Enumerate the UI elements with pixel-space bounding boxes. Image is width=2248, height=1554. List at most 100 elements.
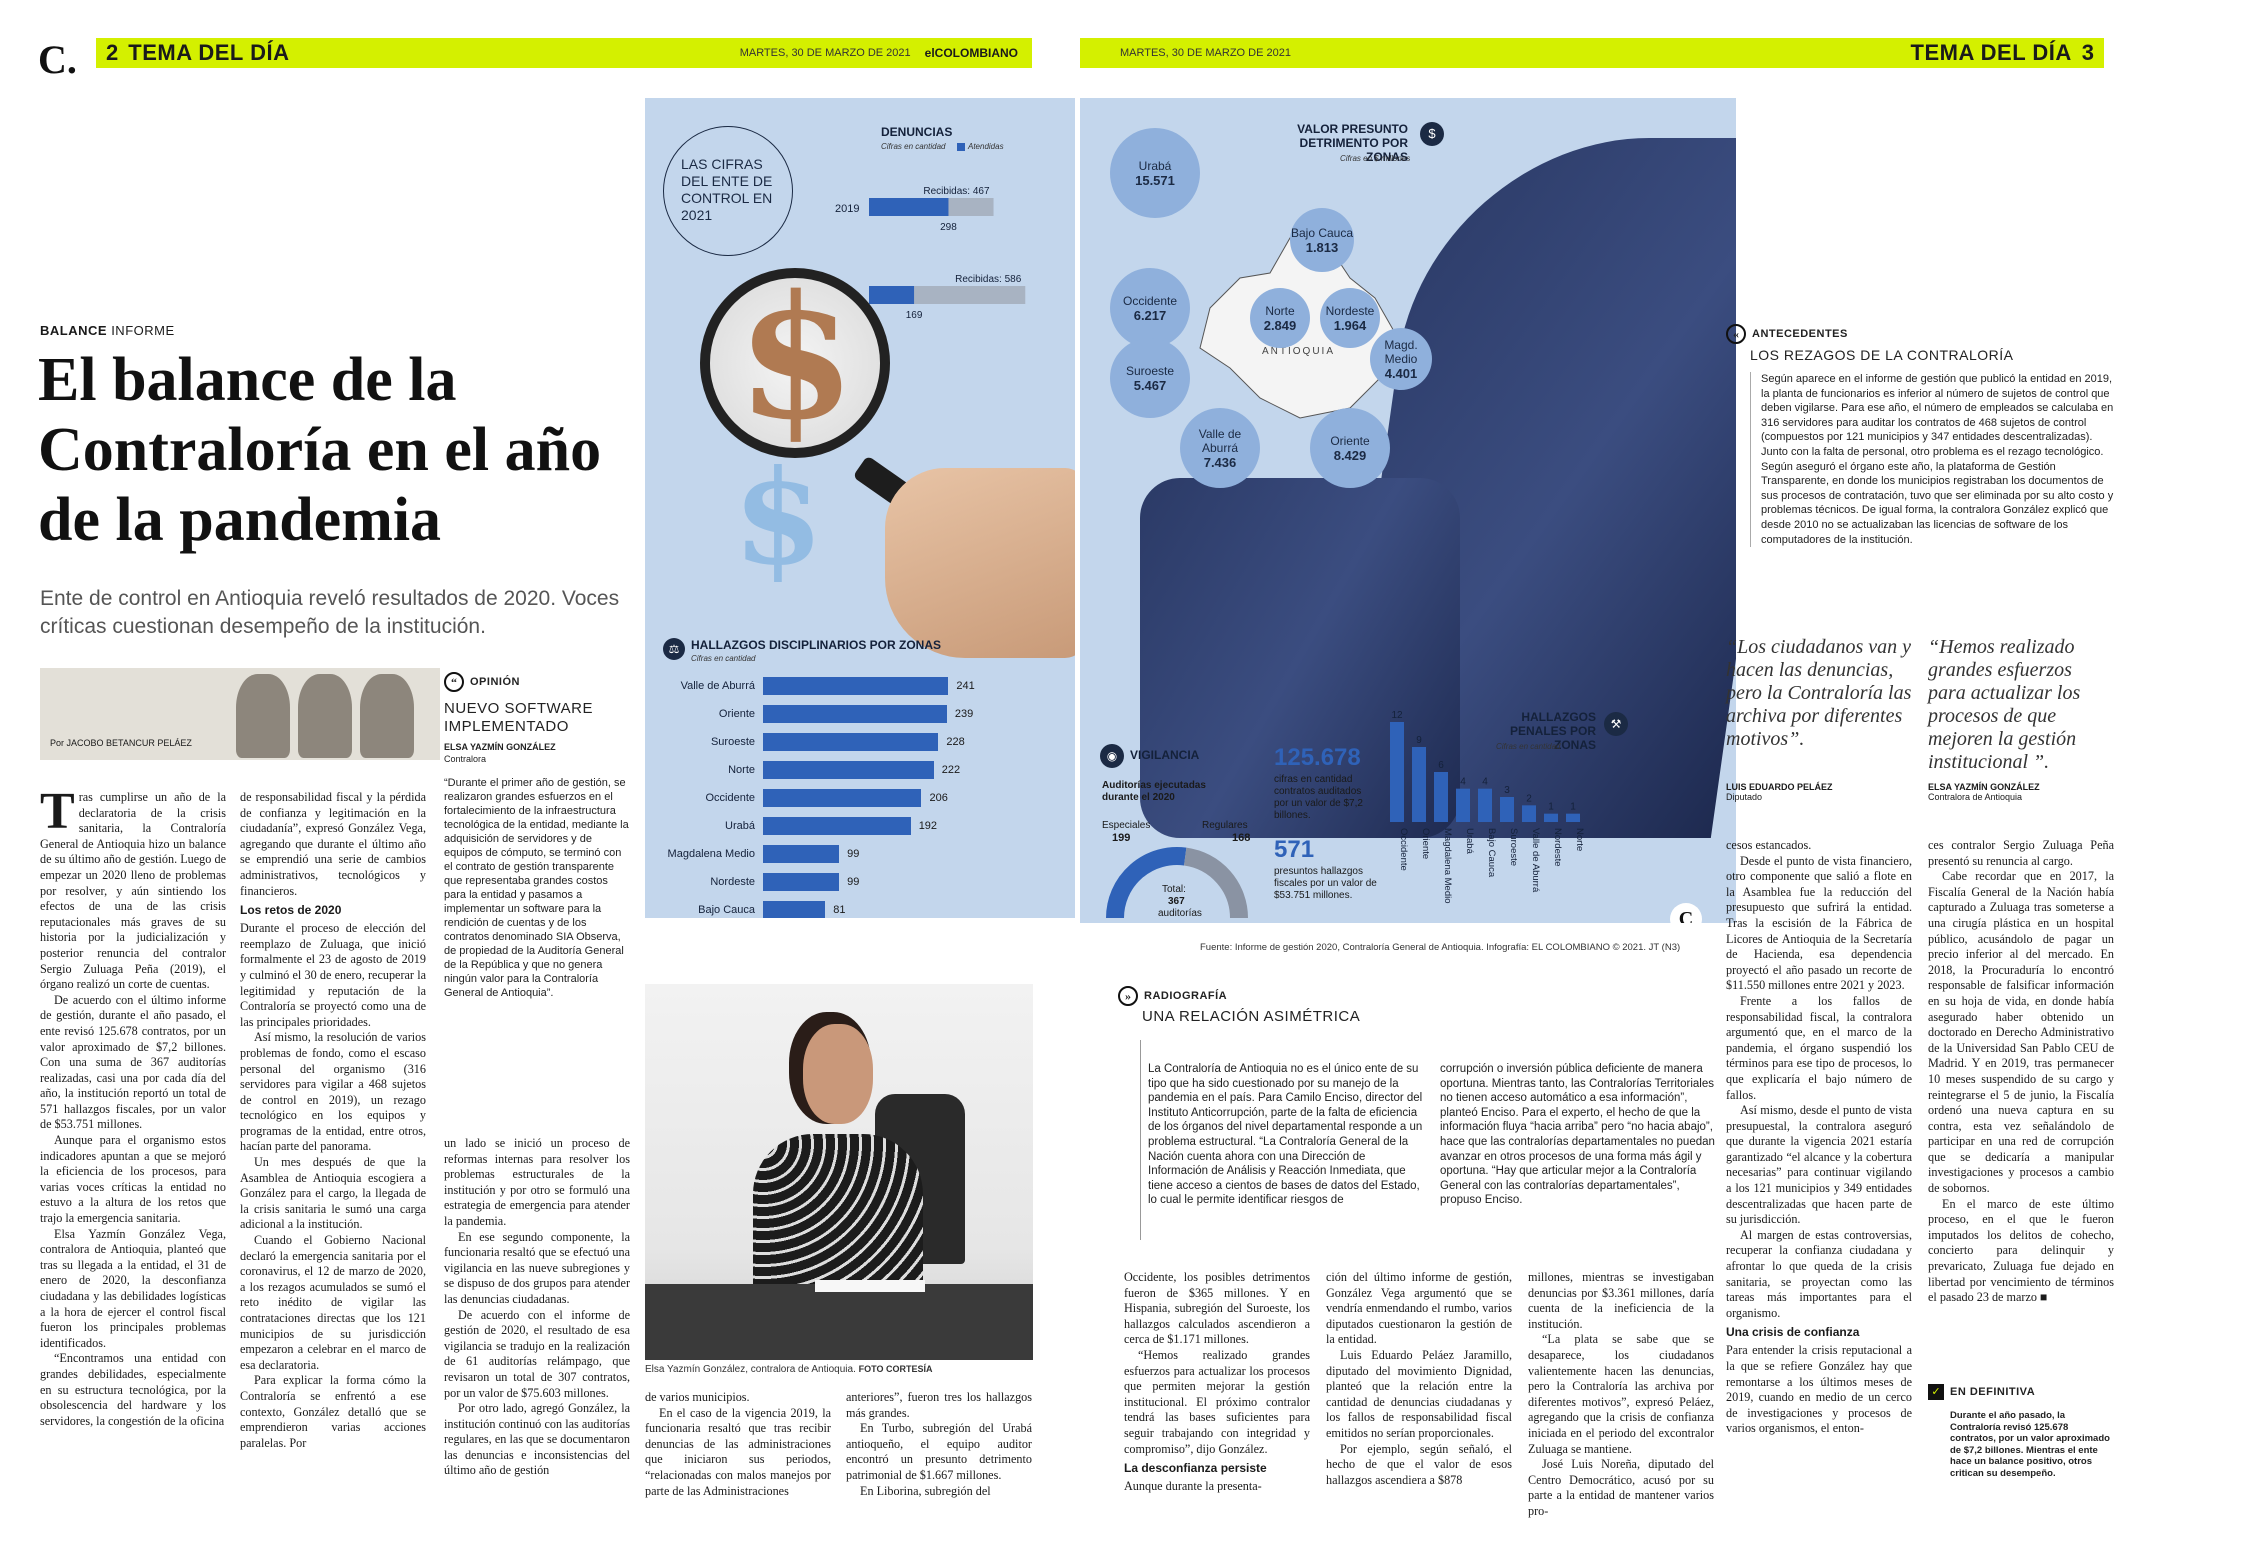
right-col-4: cesos estancados. Desde el punto de vist…: [1726, 838, 1912, 1437]
infographic-left: LAS CIFRAS DEL ENTE DE CONTROL EN 2021 D…: [645, 98, 1075, 918]
penal-bar: [1522, 805, 1536, 822]
regulares-value: 168: [1232, 832, 1251, 844]
penal-value: 2: [1526, 793, 1532, 804]
zone-name: Suroeste: [1125, 363, 1175, 378]
paragraph: de responsabilidad fiscal y la pérdida d…: [240, 790, 426, 898]
paragraph: Cuando el Gobierno Nacional declaró la e…: [240, 1233, 426, 1372]
radiografia-rule: [1140, 1040, 1141, 1240]
total-label: Total:: [1162, 884, 1186, 895]
zone-name: Bajo Cauca: [1290, 225, 1354, 240]
detrimento-subtitle: Cifras en $ millones: [1340, 154, 1411, 163]
zone-label: Oriente: [718, 708, 755, 720]
cifras-badge: [663, 126, 793, 256]
paragraph: Así mismo, la resolución de varios probl…: [240, 1030, 426, 1154]
paragraph: anteriores”, fueron tres los hallazgos m…: [846, 1390, 1032, 1420]
radiografia-title: UNA RELACIÓN ASIMÉTRICA: [1142, 1008, 1361, 1025]
penal-value: 4: [1482, 777, 1488, 788]
kicker-bold: BALANCE: [40, 323, 108, 338]
hallazgo-row: Nordeste 99: [663, 872, 1053, 892]
legend-atendidas: Atendidas: [968, 142, 1004, 151]
hallazgo-row: Magdalena Medio 99: [663, 844, 1053, 864]
author-photo: [236, 674, 290, 758]
received-label: Recibidas: 467: [923, 186, 990, 197]
zone-bar: [763, 677, 949, 695]
zone-value: 206: [929, 792, 948, 804]
dropcap: T: [40, 783, 75, 840]
penal-label: Urabá: [1464, 828, 1475, 855]
caption-text: Elsa Yazmín González, contralora de Anti…: [645, 1364, 854, 1375]
zone-value: 99: [847, 876, 860, 888]
zone-bar: [763, 873, 840, 891]
desk: [645, 1284, 1033, 1360]
paragraph: Para explicar la forma cómo la Contralor…: [240, 1373, 426, 1450]
paragraph: Al margen de estas controversias, recupe…: [1726, 1227, 1912, 1320]
penales-subtitle: Cifras en cantidad: [1496, 742, 1561, 751]
audits-title: Auditorías ejecutadas durante el 2020: [1102, 780, 1206, 803]
paragraph: Por ejemplo, según señaló, el hecho de q…: [1326, 1441, 1512, 1487]
zone-value: 2.849: [1263, 317, 1297, 333]
en-definitiva-tag: EN DEFINITIVA: [1950, 1386, 2036, 1398]
zone-value: 1.813: [1305, 239, 1339, 255]
denuncias-title: DENUNCIAS: [881, 125, 953, 139]
article-col-5: anteriores”, fueron tres los hallazgos m…: [846, 1390, 1032, 1499]
penal-bar: [1500, 797, 1514, 822]
subhead: Los retos de 2020: [240, 903, 342, 918]
hallazgos-disc-title: HALLAZGOS DISCIPLINARIOS POR ZONAS: [691, 638, 942, 652]
paragraph: Por otro lado, agregó González, la insti…: [444, 1401, 630, 1478]
zone-value: 8.429: [1333, 447, 1367, 463]
zone-value: 241: [956, 680, 975, 692]
zone-value: 1.964: [1333, 317, 1367, 333]
person-head: [803, 1024, 873, 1124]
hallazgo-row: Valle de Aburrá 241: [663, 676, 1053, 696]
subhead: Una crisis de confianza: [1726, 1325, 1860, 1340]
zone-label: Suroeste: [710, 736, 755, 748]
zone-label: Bajo Cauca: [698, 904, 755, 916]
page-number: 2: [106, 40, 119, 65]
person-body: [753, 1134, 923, 1294]
gavel-icon: ⚒: [1604, 712, 1628, 736]
header-left: 2 TEMA DEL DÍA MARTES, 30 DE MARZO DE 20…: [96, 38, 1032, 68]
penal-label: Bajo Cauca: [1486, 828, 1497, 878]
right-col-1: Occidente, los posibles detrimentos fuer…: [1124, 1270, 1310, 1495]
penal-value: 6: [1438, 760, 1444, 771]
right-col-5: ces contralor Sergio Zuluaga Peña presen…: [1928, 838, 2114, 1306]
penal-bar: [1434, 772, 1448, 822]
author-role: Diputado: [1726, 792, 1763, 802]
photo-caption: Elsa Yazmín González, contralora de Anti…: [645, 1364, 933, 1375]
zone-value: 239: [954, 708, 974, 720]
zone-bar: [763, 845, 840, 863]
checkbox-icon: ✓: [1928, 1384, 1944, 1400]
contracts-text: cifras en cantidad contratos auditados p…: [1274, 774, 1363, 821]
zone-name: Nordeste: [1325, 303, 1375, 318]
paragraph: Para entender la crisis reputacional a l…: [1726, 1343, 1912, 1436]
hallazgos-disc-subtitle: Cifras en cantidad: [691, 654, 756, 663]
zone-value: 99: [847, 848, 860, 860]
antecedentes-text: Según aparece en el informe de gestión q…: [1750, 372, 2118, 548]
paragraph: “Hemos realizado grandes esfuerzos para …: [1124, 1347, 1310, 1456]
attended-bar: [869, 286, 915, 304]
paragraph: “Encontramos una entidad con grandes deb…: [40, 1351, 226, 1428]
opinion-box: “ OPINIÓN NUEVO SOFTWARE IMPLEMENTADO ELS…: [444, 672, 630, 1000]
section-title: TEMA DEL DÍA: [1910, 40, 2072, 65]
paragraph: En ese segundo componente, la funcionari…: [444, 1229, 630, 1306]
zone-value: 4.401: [1384, 365, 1418, 381]
dek: Ente de control en Antioquia reveló resu…: [40, 587, 620, 638]
quote-icon: “: [444, 672, 464, 692]
paragraph: Frente a los fallos de responsabilidad f…: [1726, 993, 1912, 1102]
zone-circle: Urabá 15.571: [1110, 128, 1200, 218]
paragraph: un lado se inició un proceso de reformas…: [444, 1136, 630, 1228]
penal-value: 9: [1416, 735, 1422, 746]
byline: Por JACOBO BETANCUR PELÁEZ: [50, 738, 192, 748]
audits-donut: [1106, 847, 1248, 919]
paragraph: Cabe recordar que en 2017, la Fiscalía G…: [1928, 869, 2114, 1196]
paragraph: En Turbo, subregión del Urabá antioqueño…: [846, 1421, 1032, 1482]
author-photo: [360, 674, 414, 758]
zone-value: 7.436: [1203, 454, 1237, 470]
legend-swatch: [957, 143, 965, 151]
xray-icon: »: [1118, 986, 1138, 1006]
paragraph: de varios municipios.: [645, 1390, 750, 1404]
zone-value: 228: [946, 736, 965, 748]
zone-bar: [763, 733, 939, 751]
